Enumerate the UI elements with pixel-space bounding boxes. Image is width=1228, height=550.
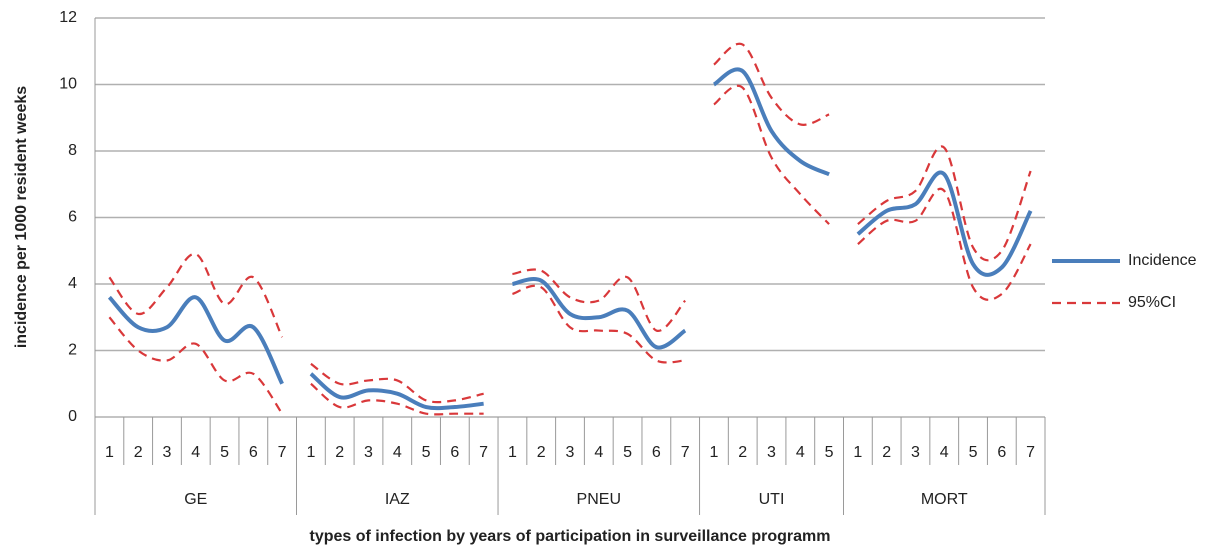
x-tick-label: 3 (911, 444, 920, 461)
incidence-line (309, 372, 484, 411)
x-tick-label: 4 (393, 444, 402, 461)
x-tick-label: 7 (278, 444, 287, 461)
y-tick-label: 10 (59, 76, 77, 93)
x-tick-label: 1 (306, 444, 315, 461)
x-tick-label: 4 (940, 444, 949, 461)
ci-upper-line (713, 42, 830, 126)
ci-upper-line (857, 145, 1032, 262)
x-tick-label: 2 (134, 444, 143, 461)
x-tick-label: 6 (450, 444, 459, 461)
group-label: PNEU (577, 491, 621, 508)
x-tick-label: 6 (652, 444, 661, 461)
y-tick-label: 0 (68, 408, 77, 425)
group-label: MORT (921, 491, 968, 508)
incidence-line (107, 295, 284, 385)
y-tick-label: 12 (59, 9, 77, 26)
x-tick-label: 3 (364, 444, 373, 461)
x-tick-label: 7 (1026, 444, 1035, 461)
ci-lower-line (713, 84, 830, 225)
x-tick-label: 1 (853, 444, 862, 461)
incidence-line (856, 170, 1033, 277)
x-tick-label: 7 (479, 444, 488, 461)
x-tick-label: 2 (882, 444, 891, 461)
y-tick-label: 6 (68, 209, 77, 226)
legend-label: Incidence (1128, 252, 1197, 269)
x-tick-label: 1 (709, 444, 718, 461)
y-tick-label: 8 (68, 142, 77, 159)
y-tick-label: 4 (68, 275, 77, 292)
x-tick-label: 2 (335, 444, 344, 461)
x-tick-label: 5 (422, 444, 431, 461)
x-tick-label: 5 (220, 444, 229, 461)
ci-lower-line (512, 284, 686, 364)
group-label: GE (184, 491, 207, 508)
y-tick-label: 2 (68, 342, 77, 359)
ci-upper-line (108, 252, 284, 338)
incidence-line (712, 67, 830, 177)
y-axis-title: incidence per 1000 resident weeks (13, 86, 30, 348)
x-tick-label: 2 (738, 444, 747, 461)
x-tick-label: 1 (508, 444, 517, 461)
ci-lower-line (108, 316, 284, 415)
x-tick-label: 3 (767, 444, 776, 461)
x-tick-label: 5 (825, 444, 834, 461)
x-tick-label: 4 (594, 444, 603, 461)
incidence-line (511, 277, 687, 350)
x-tick-label: 6 (249, 444, 258, 461)
x-tick-label: 3 (163, 444, 172, 461)
group-label: IAZ (385, 491, 410, 508)
x-tick-label: 4 (191, 444, 200, 461)
ci-lower-line (857, 187, 1032, 301)
x-tick-label: 2 (537, 444, 546, 461)
legend-label: 95%CI (1128, 294, 1176, 311)
x-tick-label: 7 (681, 444, 690, 461)
x-tick-label: 5 (623, 444, 632, 461)
ci-lower-line (310, 382, 484, 416)
x-tick-label: 5 (969, 444, 978, 461)
x-axis-title: types of infection by years of participa… (309, 528, 830, 545)
group-label: UTI (759, 491, 785, 508)
ci-upper-line (512, 268, 687, 332)
x-tick-label: 6 (997, 444, 1006, 461)
x-tick-label: 4 (796, 444, 805, 461)
ci-upper-line (310, 362, 484, 404)
x-tick-label: 1 (105, 444, 114, 461)
x-tick-label: 3 (566, 444, 575, 461)
